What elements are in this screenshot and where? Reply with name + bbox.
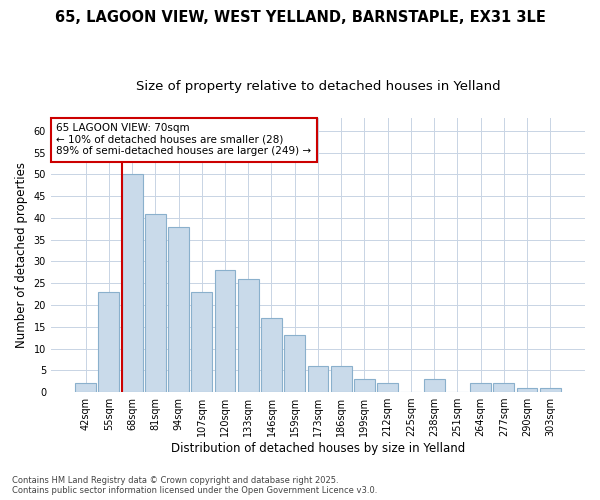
Bar <box>238 279 259 392</box>
Y-axis label: Number of detached properties: Number of detached properties <box>15 162 28 348</box>
Bar <box>145 214 166 392</box>
Bar <box>493 384 514 392</box>
Title: Size of property relative to detached houses in Yelland: Size of property relative to detached ho… <box>136 80 500 93</box>
Bar <box>284 336 305 392</box>
Bar <box>75 384 96 392</box>
Bar <box>540 388 561 392</box>
Bar <box>354 379 375 392</box>
Bar <box>377 384 398 392</box>
Bar <box>424 379 445 392</box>
X-axis label: Distribution of detached houses by size in Yelland: Distribution of detached houses by size … <box>171 442 465 455</box>
Bar <box>470 384 491 392</box>
Bar <box>168 226 189 392</box>
Bar <box>122 174 143 392</box>
Bar <box>215 270 235 392</box>
Text: Contains HM Land Registry data © Crown copyright and database right 2025.
Contai: Contains HM Land Registry data © Crown c… <box>12 476 377 495</box>
Bar <box>98 292 119 392</box>
Bar <box>331 366 352 392</box>
Bar <box>308 366 328 392</box>
Text: 65 LAGOON VIEW: 70sqm
← 10% of detached houses are smaller (28)
89% of semi-deta: 65 LAGOON VIEW: 70sqm ← 10% of detached … <box>56 124 311 156</box>
Text: 65, LAGOON VIEW, WEST YELLAND, BARNSTAPLE, EX31 3LE: 65, LAGOON VIEW, WEST YELLAND, BARNSTAPL… <box>55 10 545 25</box>
Bar <box>191 292 212 392</box>
Bar <box>517 388 538 392</box>
Bar <box>261 318 282 392</box>
